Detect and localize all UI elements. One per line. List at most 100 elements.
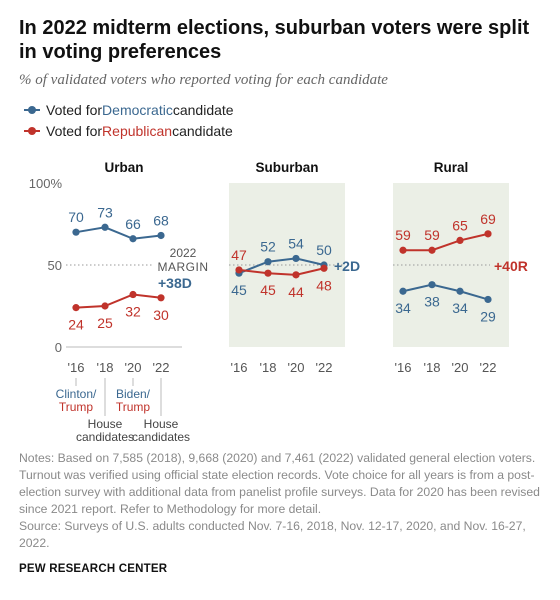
- x-tick-label: '22: [480, 360, 497, 375]
- data-point-rep: [235, 266, 243, 274]
- legend-dem-prefix: Voted for: [46, 102, 103, 118]
- legend-rep-prefix: Voted for: [46, 123, 103, 139]
- data-label-rep: 48: [316, 277, 332, 293]
- data-point-dem: [157, 231, 165, 240]
- annotation-text: Clinton/: [56, 387, 97, 401]
- legend-rep-party: Republican: [102, 123, 173, 139]
- data-label-rep: 59: [424, 227, 440, 243]
- data-point-rep: [264, 269, 272, 277]
- margin-value-urban: +38D: [158, 275, 192, 291]
- data-label-dem: 66: [125, 216, 141, 232]
- data-label-dem: 50: [316, 242, 332, 258]
- x-tick-label: '20: [452, 360, 469, 375]
- x-tick-label: '22: [153, 360, 170, 375]
- data-point-rep: [320, 264, 328, 272]
- data-point-rep: [292, 271, 300, 279]
- annotation-text: Biden/: [116, 387, 151, 401]
- annotation-text: Trump: [116, 400, 151, 414]
- chart-title: In 2022 midterm elections, suburban vote…: [19, 17, 530, 63]
- x-tick-label: '16: [231, 360, 248, 375]
- data-label-rep: 30: [153, 307, 169, 323]
- data-label-rep: 44: [288, 284, 304, 300]
- y-tick-label: 50: [48, 258, 62, 273]
- series-line-rep: [403, 232, 489, 252]
- data-point-rep: [456, 236, 464, 244]
- series-line-rep: [238, 267, 325, 276]
- legend-democratic: Voted for Democratic candidate: [24, 102, 234, 118]
- data-label-rep: 59: [395, 227, 411, 243]
- panel-title-suburban: Suburban: [256, 160, 319, 175]
- data-label-dem: 38: [424, 294, 440, 310]
- data-point-dem: [72, 228, 80, 236]
- panel-title-urban: Urban: [104, 160, 143, 175]
- annotation-text: candidates: [76, 430, 134, 444]
- data-point-dem: [428, 281, 436, 289]
- series-line-dem: [402, 283, 489, 301]
- data-point-rep: [129, 290, 137, 299]
- legend-dem-suffix: candidate: [172, 102, 234, 118]
- annotation-text: Trump: [59, 400, 94, 414]
- data-point-dem: [129, 235, 137, 243]
- source-text: Source: Surveys of U.S. adults conducted…: [19, 519, 526, 550]
- data-label-dem: 52: [260, 239, 276, 255]
- data-label-rep: 47: [231, 247, 247, 263]
- x-tick-label: '16: [395, 360, 412, 375]
- notes-text: Notes: Based on 7,585 (2018), 9,668 (202…: [19, 451, 540, 516]
- x-tick-label: '18: [260, 360, 277, 375]
- legend-rep-marker: [24, 127, 40, 135]
- data-label-rep: 32: [125, 304, 141, 320]
- data-label-rep: 24: [68, 317, 84, 333]
- data-point-dem: [456, 287, 464, 295]
- data-point-rep: [428, 246, 436, 254]
- data-label-rep: 69: [480, 211, 496, 227]
- data-label-rep: 65: [452, 217, 468, 233]
- x-tick-label: '16: [68, 360, 85, 375]
- data-point-rep: [484, 230, 492, 238]
- data-label-rep: 25: [97, 315, 113, 331]
- chart-subtitle: % of validated voters who reported votin…: [19, 72, 388, 88]
- data-label-dem: 70: [68, 209, 84, 225]
- data-label-dem: 34: [452, 300, 468, 316]
- y-tick-label: 100%: [29, 176, 63, 191]
- margin-label-year: 2022: [170, 246, 197, 260]
- series-line-rep: [75, 293, 162, 309]
- x-tick-label: '20: [288, 360, 305, 375]
- x-tick-label: '22: [316, 360, 333, 375]
- data-label-rep: 45: [260, 282, 276, 298]
- data-label-dem: 29: [480, 308, 496, 324]
- x-tick-label: '18: [97, 360, 114, 375]
- notes: Notes: Based on 7,585 (2018), 9,668 (202…: [19, 450, 544, 552]
- series-line-dem: [75, 226, 162, 240]
- data-label-dem: 34: [395, 300, 411, 316]
- annotation-text: candidates: [132, 430, 190, 444]
- data-point-rep: [399, 246, 407, 254]
- annotation-text: House: [144, 417, 179, 431]
- data-point-rep: [72, 304, 80, 312]
- data-point-dem: [101, 223, 109, 231]
- data-point-dem: [292, 254, 300, 263]
- data-label-dem: 73: [97, 204, 113, 220]
- panel-title-rural: Rural: [434, 160, 469, 175]
- legend-dem-party: Democratic: [102, 102, 173, 118]
- series-line-dem: [238, 257, 325, 275]
- y-tick-label: 0: [55, 340, 62, 355]
- margin-value-rural: +40R: [494, 258, 528, 274]
- data-label-dem: 54: [288, 235, 304, 251]
- legend-rep-suffix: candidate: [172, 123, 233, 139]
- data-label-dem: 68: [153, 212, 169, 228]
- data-point-rep: [101, 302, 109, 310]
- legend-republican: Voted for Republican candidate: [24, 123, 233, 139]
- data-label-dem: 45: [231, 282, 247, 298]
- annotation-text: House: [88, 417, 123, 431]
- x-tick-label: '20: [125, 360, 142, 375]
- margin-label-word: MARGIN: [158, 260, 209, 274]
- data-point-dem: [484, 295, 492, 304]
- legend-dem-marker: [24, 106, 40, 114]
- data-point-dem: [399, 287, 407, 295]
- data-point-dem: [264, 258, 272, 266]
- footer-credit: PEW RESEARCH CENTER: [19, 563, 168, 575]
- x-tick-label: '18: [424, 360, 441, 375]
- data-point-rep: [157, 294, 165, 302]
- margin-value-suburban: +2D: [334, 258, 360, 274]
